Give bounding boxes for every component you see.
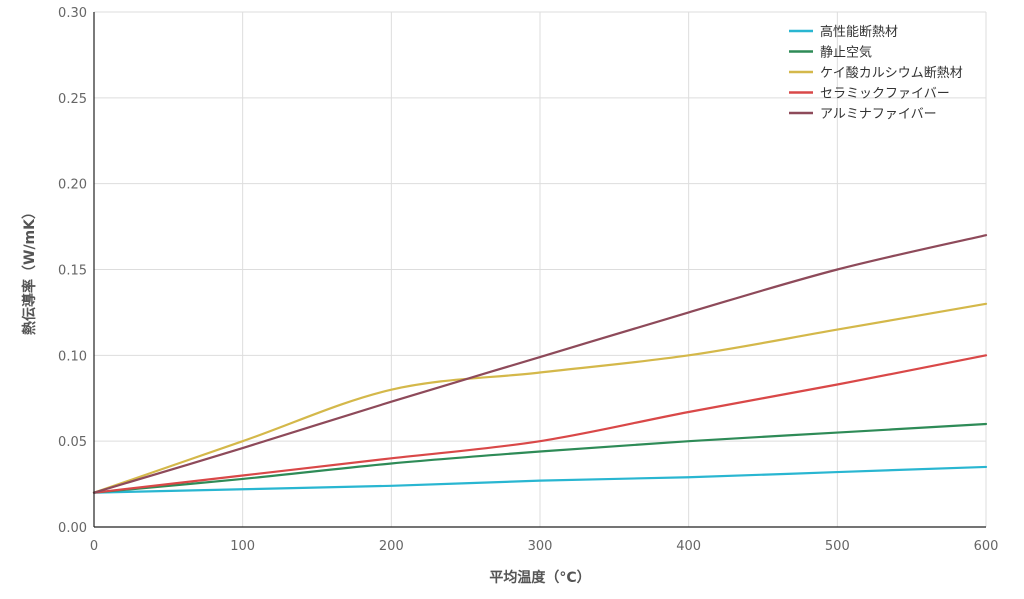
x-tick-label: 0 bbox=[90, 539, 98, 554]
y-tick-label: 0.05 bbox=[58, 435, 87, 450]
series-line-0 bbox=[92, 465, 988, 494]
x-tick-label: 200 bbox=[379, 539, 404, 554]
x-tick-label: 400 bbox=[676, 539, 701, 554]
legend-label: セラミックファイバー bbox=[820, 87, 950, 102]
y-tick-label: 0.25 bbox=[58, 92, 87, 107]
legend-label: 静止空気 bbox=[820, 45, 872, 61]
x-tick-label: 300 bbox=[528, 539, 553, 554]
x-tick-label: 500 bbox=[825, 539, 850, 554]
legend-item: セラミックファイバー bbox=[789, 87, 950, 102]
legend-item: 静止空気 bbox=[789, 45, 872, 61]
axes bbox=[93, 12, 986, 528]
y-tick-label: 0.15 bbox=[58, 264, 87, 279]
series-line-4 bbox=[92, 234, 988, 494]
y-tick-label: 0.20 bbox=[58, 178, 87, 193]
legend-item: アルミナファイバー bbox=[789, 107, 937, 122]
series-line-2 bbox=[92, 302, 988, 494]
legend-label: アルミナファイバー bbox=[820, 107, 937, 122]
series-line-3 bbox=[92, 354, 988, 494]
tick-labels: 0 100 200 300 400 500 600 0.00 0.05 0.10 0.15 0.20 0… bbox=[58, 6, 998, 554]
y-tick-label: 0.00 bbox=[58, 521, 87, 536]
y-tick-label: 0.10 bbox=[58, 349, 87, 364]
legend-label: 高性能断熱材 bbox=[820, 24, 898, 40]
x-tick-label: 600 bbox=[974, 539, 999, 554]
series-lines bbox=[92, 234, 988, 494]
y-tick-label: 0.30 bbox=[58, 6, 87, 21]
legend-item: ケイ酸カルシウム断熱材 bbox=[789, 66, 963, 81]
x-tick-label: 100 bbox=[230, 539, 255, 554]
y-axis-title: 熱伝導率（W/mK） bbox=[21, 205, 38, 335]
x-axis-title: 平均温度（°C） bbox=[489, 569, 590, 586]
legend-label: ケイ酸カルシウム断熱材 bbox=[820, 66, 963, 81]
legend-item: 高性能断熱材 bbox=[789, 24, 898, 40]
series-line-1 bbox=[92, 422, 988, 494]
